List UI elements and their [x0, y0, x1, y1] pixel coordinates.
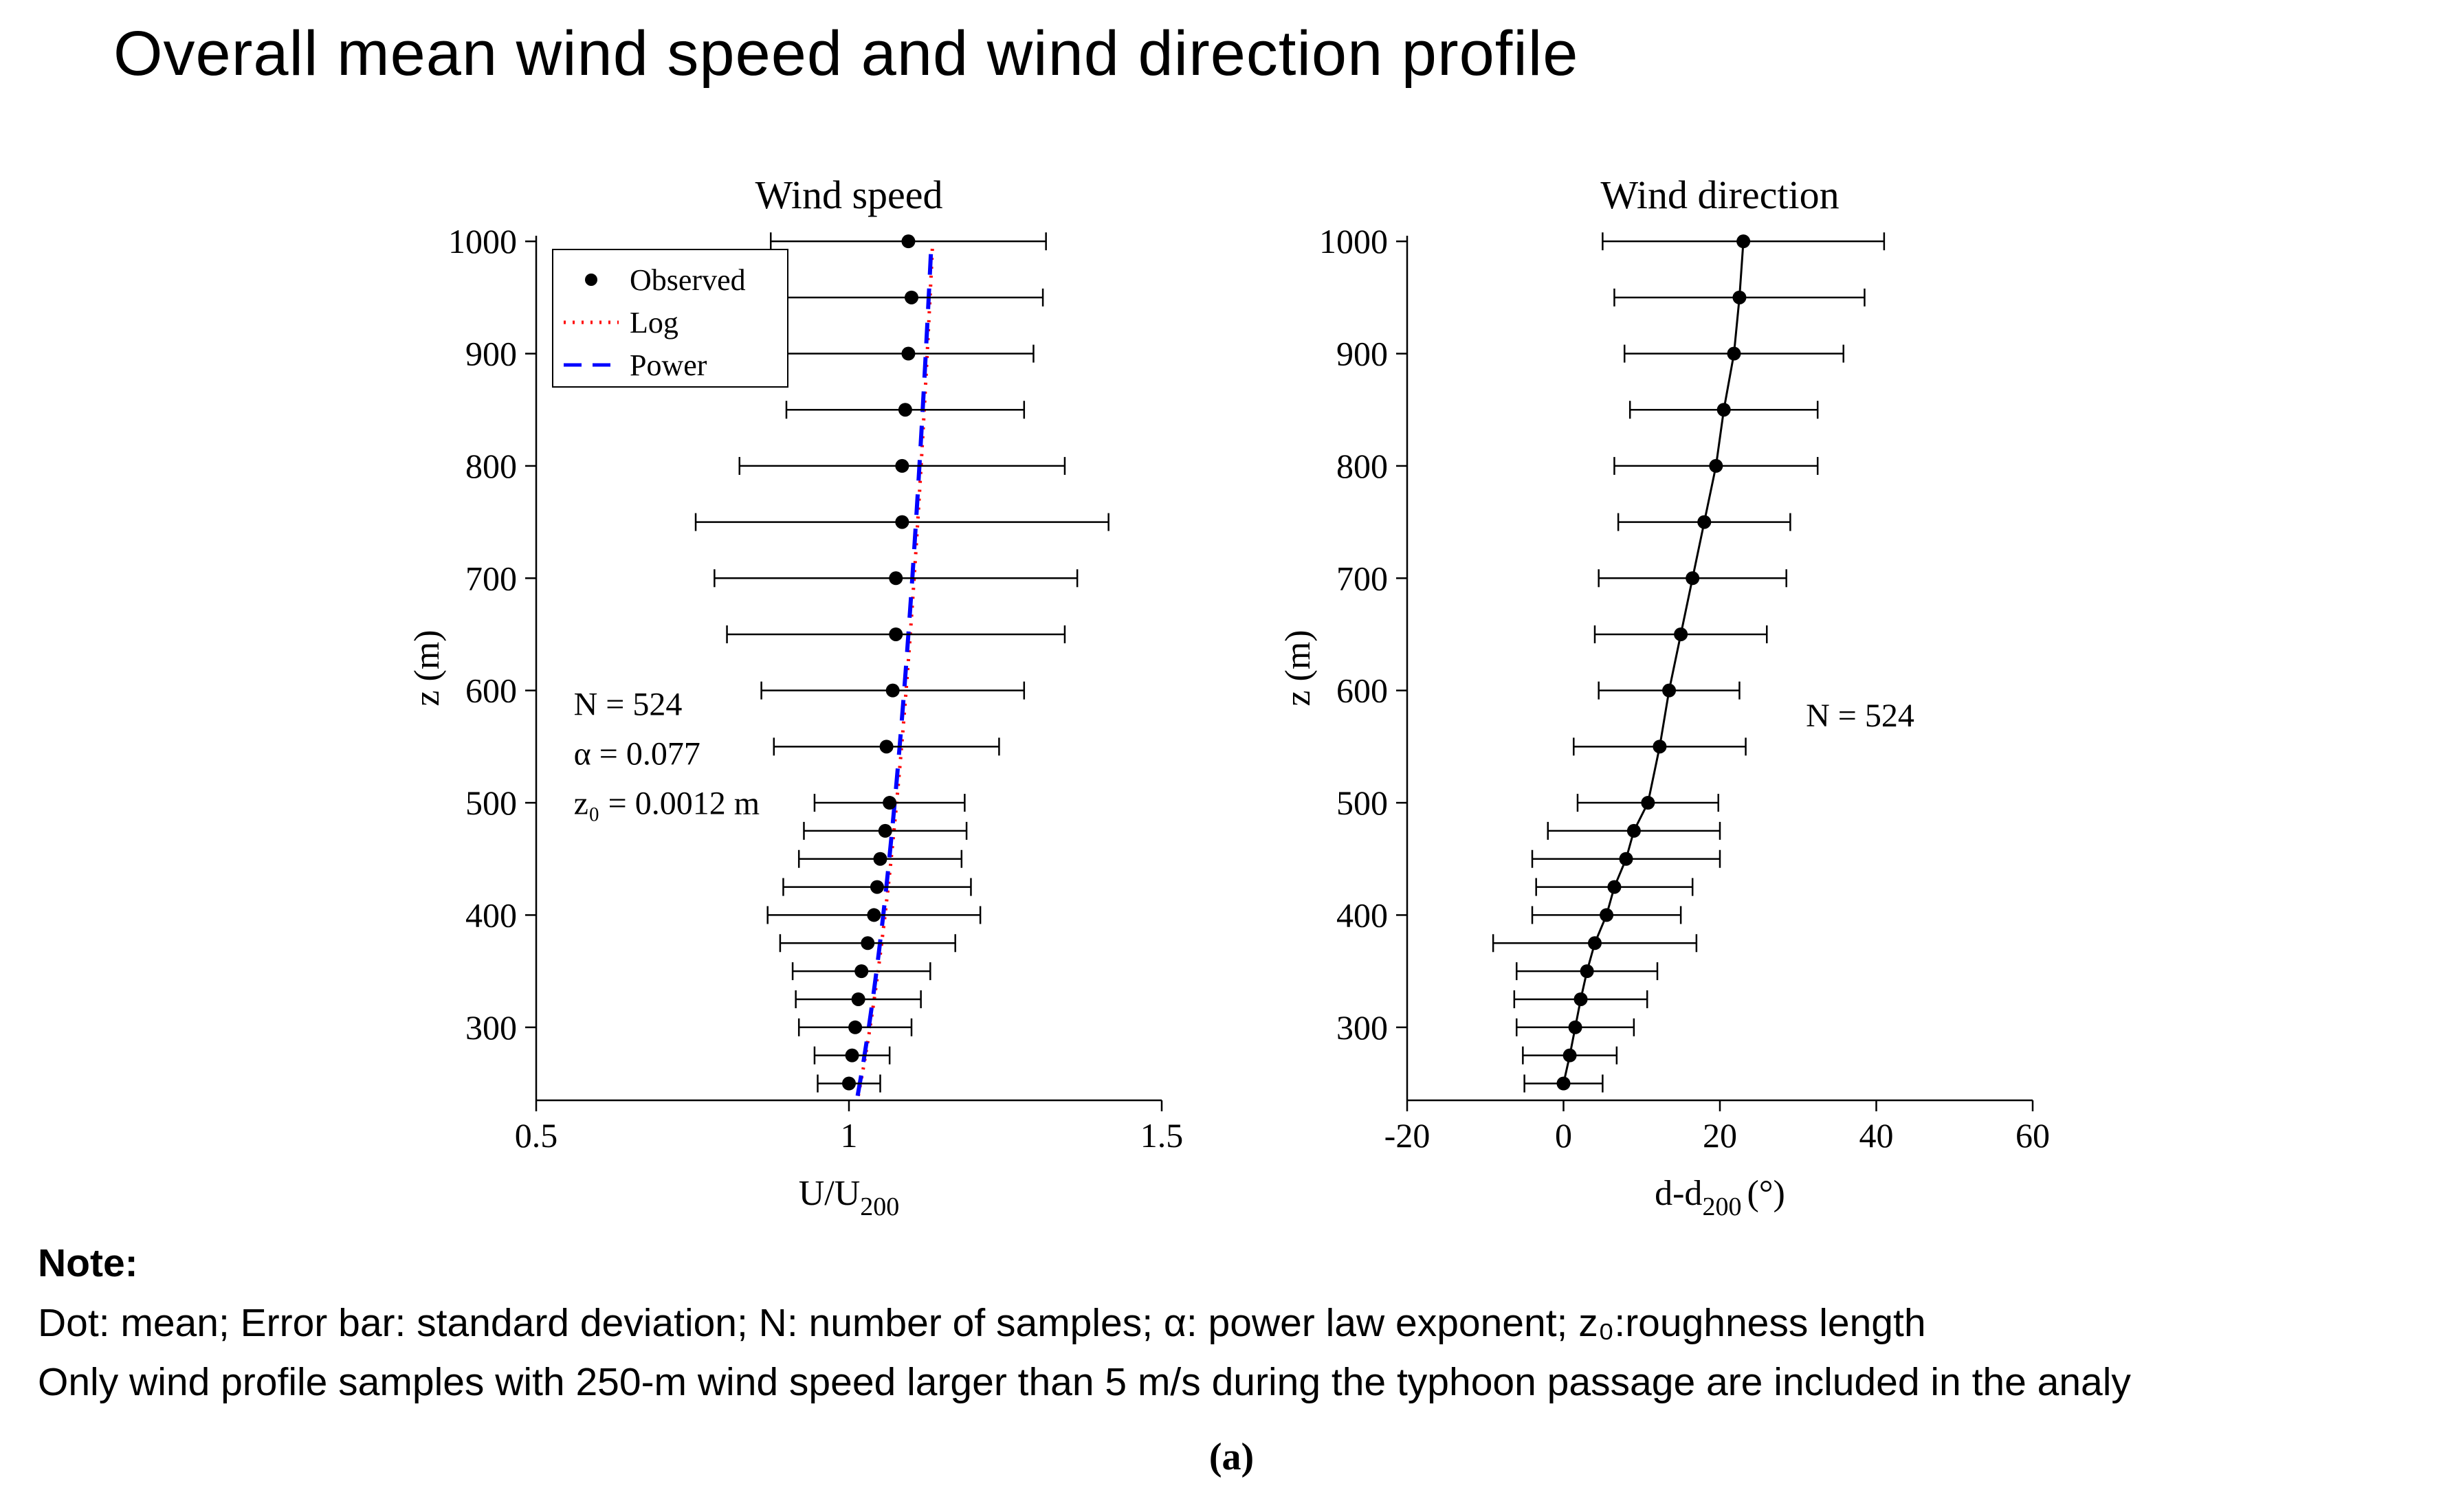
svg-text:z₀ = 0.0012 m: z₀ = 0.0012 m	[574, 785, 760, 821]
svg-text:800: 800	[465, 447, 517, 485]
svg-text:400: 400	[1336, 896, 1388, 934]
svg-text:400: 400	[465, 896, 517, 934]
svg-text:800: 800	[1336, 447, 1388, 485]
svg-text:1: 1	[841, 1116, 858, 1155]
svg-text:600: 600	[465, 671, 517, 710]
svg-text:600: 600	[1336, 671, 1388, 710]
svg-text:500: 500	[465, 783, 517, 822]
figure-title: Overall mean wind speed and wind directi…	[113, 19, 1579, 89]
svg-text:1000: 1000	[448, 222, 517, 260]
svg-text:z (m): z (m)	[1279, 630, 1318, 706]
svg-text:U/U200: U/U200	[799, 1174, 900, 1221]
svg-text:N = 524: N = 524	[1806, 698, 1914, 734]
wind-direction-chart: 300 400 500 600 700 800 900 1000 -20 0 20 40 60 Wind …	[1279, 173, 2050, 1221]
svg-text:700: 700	[1336, 559, 1388, 597]
figure-caption: (a)	[1208, 1436, 1255, 1478]
svg-text:300: 300	[1336, 1008, 1388, 1047]
svg-text:900: 900	[1336, 335, 1388, 373]
svg-text:0.5: 0.5	[515, 1116, 558, 1155]
svg-text:900: 900	[465, 335, 517, 373]
note-line-1: Dot: mean; Error bar: standard deviation…	[38, 1300, 1926, 1345]
svg-text:Log: Log	[630, 306, 678, 340]
svg-text:d-d200(°): d-d200 (°)	[1655, 1174, 1785, 1221]
note-heading: Note:	[38, 1241, 138, 1285]
svg-text:700: 700	[465, 559, 517, 597]
svg-text:Wind direction: Wind direction	[1600, 173, 1839, 217]
svg-text:20: 20	[1703, 1116, 1737, 1155]
svg-text:40: 40	[1859, 1116, 1894, 1155]
svg-text:60: 60	[2015, 1116, 2050, 1155]
svg-text:-20: -20	[1384, 1116, 1431, 1155]
svg-text:1.5: 1.5	[1140, 1116, 1184, 1155]
svg-text:0: 0	[1555, 1116, 1572, 1155]
wind-speed-chart: 300 400 500 600 700 800 900 1000 0.5 1 1.5 Wind spe…	[408, 173, 1184, 1221]
note-block: Note: Dot: mean; Error bar: standard dev…	[38, 1234, 2131, 1412]
note-line-2: Only wind profile samples with 250-m win…	[38, 1360, 2131, 1405]
svg-text:500: 500	[1336, 783, 1388, 822]
svg-text:N = 524: N = 524	[574, 687, 683, 723]
svg-text:Wind speed: Wind speed	[755, 173, 942, 217]
svg-text:Power: Power	[630, 348, 707, 382]
svg-text:Observed: Observed	[630, 263, 746, 297]
svg-text:300: 300	[465, 1008, 517, 1047]
svg-text:α = 0.077: α = 0.077	[574, 736, 700, 772]
svg-text:1000: 1000	[1319, 222, 1388, 260]
svg-text:z (m): z (m)	[408, 630, 447, 706]
